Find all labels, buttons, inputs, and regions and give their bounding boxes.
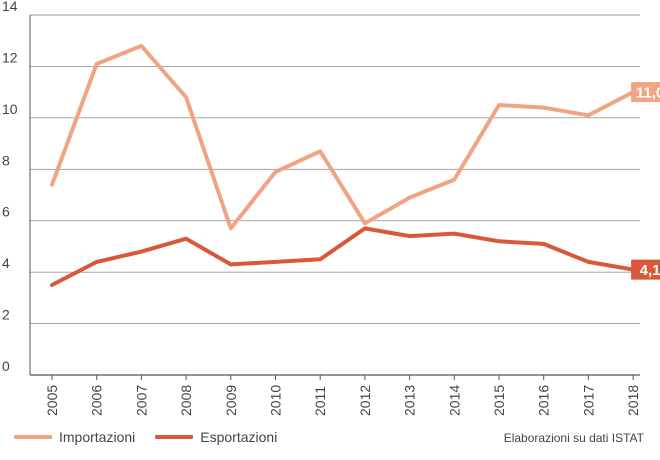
x-tick-label-2013: 2013	[402, 385, 418, 416]
y-tick-label-6: 6	[2, 204, 10, 220]
legend-label-esportazioni: Esportazioni	[200, 429, 278, 445]
legend-label-importazioni: Importazioni	[59, 429, 136, 445]
legend-item-esportazioni: Esportazioni	[155, 429, 277, 445]
y-tick-label-0: 0	[2, 358, 10, 374]
y-tick-label-4: 4	[2, 255, 10, 271]
y-tick-label-14: 14	[2, 0, 18, 14]
source-note: Elaborazioni su dati ISTAT	[503, 431, 644, 445]
end-label-esportazioni: 4,1	[640, 262, 660, 279]
end-label-importazioni: 11,0	[636, 85, 660, 102]
x-tick-label-2018: 2018	[625, 385, 641, 416]
y-tick-label-8: 8	[2, 152, 10, 168]
x-tick-label-2010: 2010	[268, 385, 284, 416]
x-tick-label-2017: 2017	[580, 385, 596, 416]
x-axis-ticks: 2005 2006 2007 2008 2009 2010 2011 2012 2013 2014…	[44, 375, 641, 416]
x-tick-label-2005: 2005	[44, 385, 60, 416]
legend-item-importazioni: Importazioni	[14, 429, 135, 445]
series-line-esportazioni	[50, 226, 636, 287]
legend-swatch-esportazioni	[155, 435, 194, 439]
end-label-bg-esportazioni	[631, 259, 660, 280]
end-labels: 11,0 4,1	[631, 82, 660, 280]
chart-series	[50, 43, 636, 287]
series-line-importazioni	[50, 43, 636, 231]
y-tick-label-10: 10	[2, 101, 18, 117]
x-tick-label-2009: 2009	[223, 385, 239, 416]
x-tick-label-2011: 2011	[312, 386, 328, 416]
end-label-bg-importazioni	[631, 82, 660, 103]
y-axis-ticks: 0 2 4 6 8 10 12 14	[2, 0, 18, 374]
y-tick-label-12: 12	[2, 49, 18, 65]
x-tick-label-2015: 2015	[491, 385, 507, 416]
x-tick-label-2006: 2006	[89, 385, 105, 416]
chart-grid	[29, 14, 640, 376]
chart-legend: Importazioni Esportazioni	[14, 429, 297, 445]
x-tick-label-2012: 2012	[357, 385, 373, 416]
x-tick-label-2008: 2008	[178, 385, 194, 416]
y-tick-label-2: 2	[2, 307, 10, 323]
x-tick-label-2016: 2016	[536, 385, 552, 416]
line-chart: 0 2 4 6 8 10 12 14 2005 2006 2007 2008 2009 2010 2011…	[2, 0, 660, 416]
legend-swatch-importazioni	[14, 435, 52, 439]
x-tick-label-2007: 2007	[133, 385, 149, 416]
x-tick-label-2014: 2014	[446, 385, 462, 416]
